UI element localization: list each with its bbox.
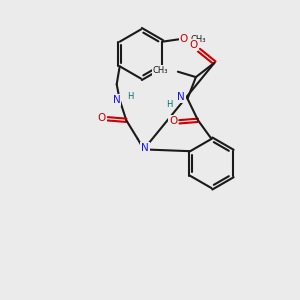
Text: H: H — [166, 100, 173, 109]
Text: O: O — [98, 113, 106, 123]
Text: N: N — [113, 95, 121, 105]
Text: O: O — [179, 34, 188, 44]
Text: N: N — [177, 92, 185, 103]
Text: O: O — [169, 116, 178, 126]
Text: H: H — [127, 92, 134, 101]
Text: CH₃: CH₃ — [153, 66, 168, 75]
Text: N: N — [141, 143, 149, 153]
Text: O: O — [189, 40, 198, 50]
Text: CH₃: CH₃ — [190, 35, 206, 44]
